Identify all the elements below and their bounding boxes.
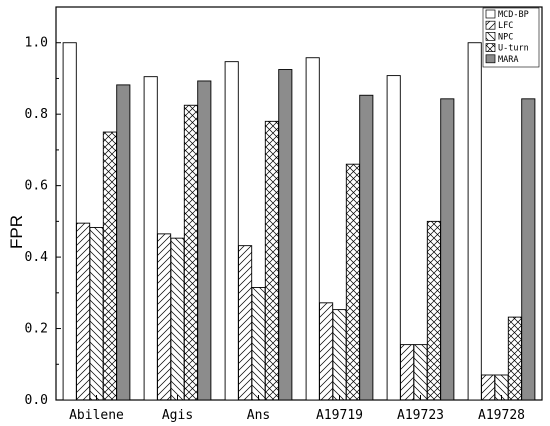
x-tick-label: A19728 xyxy=(478,408,525,423)
bar-mcd-bp-agis xyxy=(143,76,158,401)
x-tick-label: A19719 xyxy=(316,408,363,423)
plot-frame xyxy=(55,6,543,401)
legend-swatch-mara xyxy=(485,54,496,64)
bar-lfc-a19728 xyxy=(481,374,496,401)
bar-mara-ans xyxy=(278,69,293,401)
x-tick-label: A19723 xyxy=(397,408,444,423)
legend-label-mcd-bp: MCD-BP xyxy=(498,10,529,20)
bar-u-turn-ans xyxy=(264,120,279,401)
bar-mcd-bp-a19728 xyxy=(467,42,482,401)
x-axis: Abilene Agis Ans A19719 A19723 A19728 xyxy=(69,395,525,423)
bar-npc-a19719 xyxy=(332,309,347,401)
y-tick-label: 0.4 xyxy=(25,250,49,265)
bar-mara-a19719 xyxy=(359,94,374,401)
y-tick-label: 0.8 xyxy=(25,107,48,122)
y-tick-label: 0.0 xyxy=(25,393,48,408)
y-tick-label: 0.2 xyxy=(25,322,48,337)
plot-border xyxy=(55,6,543,401)
y-axis-label: FPR xyxy=(7,215,26,249)
x-tick-label: Agis xyxy=(162,408,193,423)
legend-swatch-u-turn xyxy=(485,43,496,52)
y-tick-label: 1.0 xyxy=(25,36,48,51)
legend-label-npc: NPC xyxy=(498,32,513,42)
bar-npc-a19723 xyxy=(413,344,428,401)
bar-lfc-agis xyxy=(157,233,172,401)
bar-mcd-bp-ans xyxy=(224,61,239,401)
bar-lfc-a19719 xyxy=(319,302,334,401)
bar-mcd-bp-abilene xyxy=(62,42,77,401)
x-tick-label: Ans xyxy=(247,408,270,423)
bar-mara-a19728 xyxy=(521,98,536,401)
legend-swatch-npc xyxy=(485,32,496,41)
bar-npc-agis xyxy=(170,237,185,401)
y-tick-label: 0.6 xyxy=(25,179,48,194)
y-axis: 0.0 0.2 0.4 0.6 0.8 1.0 xyxy=(25,6,61,408)
bar-npc-a19728 xyxy=(494,374,509,401)
bar-u-turn-a19728 xyxy=(507,316,522,401)
bar-mara-abilene xyxy=(116,84,131,401)
bar-mara-agis xyxy=(197,80,212,401)
bar-mcd-bp-a19719 xyxy=(305,57,320,401)
legend-label-lfc: LFC xyxy=(498,21,513,31)
bar-u-turn-abilene xyxy=(102,131,117,401)
legend-label-u-turn: U-turn xyxy=(498,44,529,54)
x-tick-label: Abilene xyxy=(69,408,124,423)
bar-mara-a19723 xyxy=(440,98,455,401)
bar-u-turn-a19719 xyxy=(345,163,360,401)
bar-npc-ans xyxy=(251,287,266,401)
bar-u-turn-agis xyxy=(183,104,198,401)
bars xyxy=(62,42,536,401)
bar-u-turn-a19723 xyxy=(426,220,441,401)
bar-lfc-ans xyxy=(238,245,253,401)
legend-swatch-lfc xyxy=(485,20,496,30)
bar-mcd-bp-a19723 xyxy=(386,75,401,401)
bar-npc-abilene xyxy=(89,226,104,401)
bar-lfc-abilene xyxy=(76,222,91,401)
bar-lfc-a19723 xyxy=(400,344,415,401)
legend-label-mara: MARA xyxy=(498,55,518,65)
legend-swatch-mcd-bp xyxy=(485,9,496,19)
